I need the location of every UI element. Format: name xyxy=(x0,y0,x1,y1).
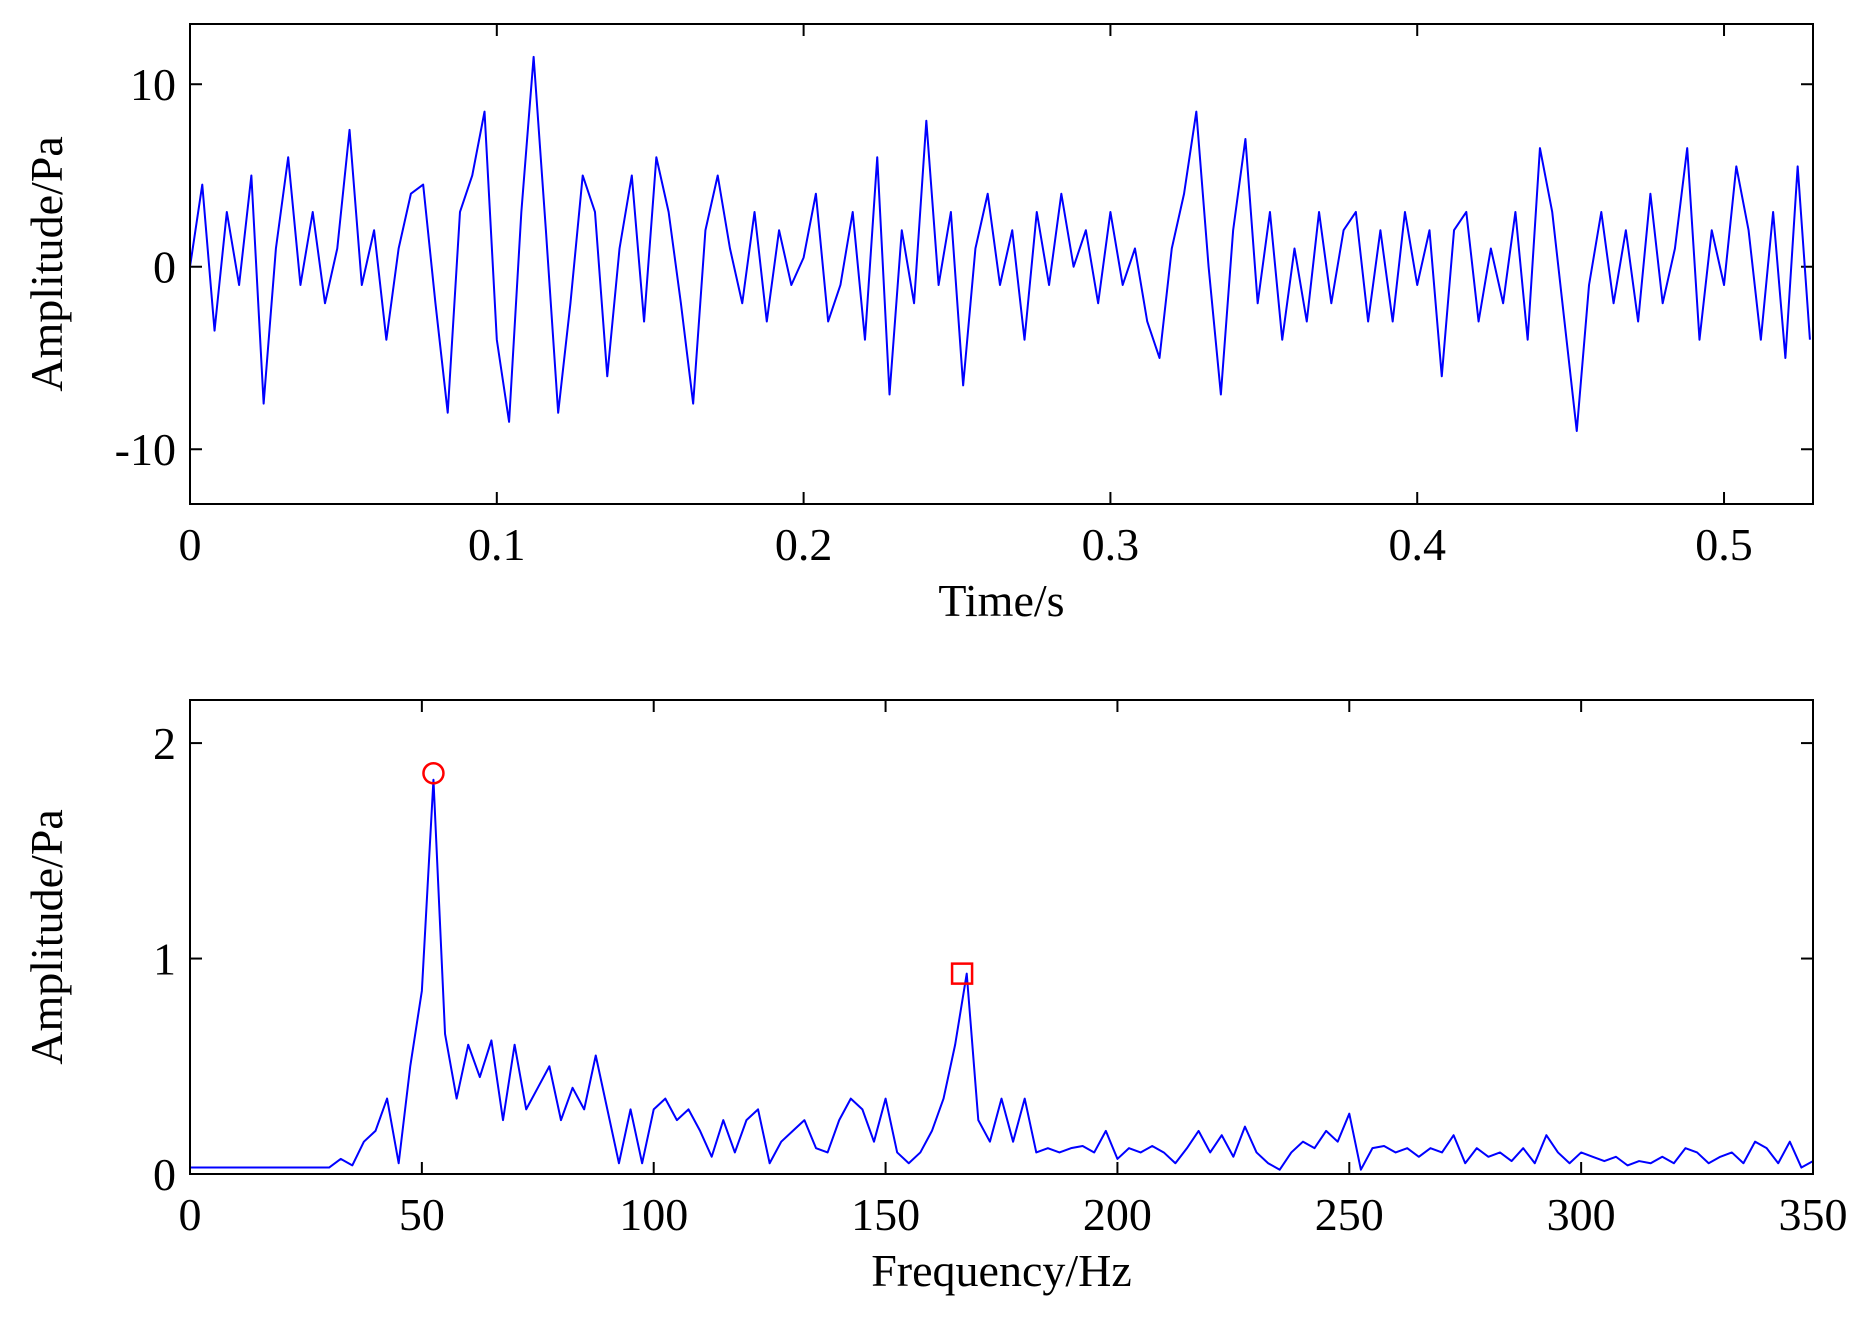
data-line xyxy=(190,55,1811,432)
x-tick-label: 0 xyxy=(179,1189,202,1240)
y-tick-label: 1 xyxy=(153,934,176,985)
peak-marker xyxy=(422,762,445,785)
x-tick-label: 0 xyxy=(179,519,202,570)
y-axis-label: Amplitude/Pa xyxy=(21,136,72,392)
axes-box xyxy=(189,699,1814,1175)
x-tick-label: 300 xyxy=(1547,1189,1616,1240)
data-line xyxy=(190,778,1813,1171)
y-tick-label: -10 xyxy=(115,424,176,475)
y-tick-label: 10 xyxy=(130,59,176,110)
y-tick-label: 2 xyxy=(153,718,176,769)
x-tick-label: 200 xyxy=(1083,1189,1152,1240)
x-tick-label: 0.5 xyxy=(1695,519,1753,570)
x-tick-label: 150 xyxy=(851,1189,920,1240)
x-axis-label: Time/s xyxy=(938,575,1064,626)
y-axis-label: Amplitude/Pa xyxy=(21,809,72,1065)
x-tick-label: 250 xyxy=(1315,1189,1384,1240)
x-axis-label: Frequency/Hz xyxy=(871,1245,1132,1296)
y-tick-label: 0 xyxy=(153,1149,176,1200)
x-tick-label: 350 xyxy=(1779,1189,1848,1240)
x-tick-label: 100 xyxy=(619,1189,688,1240)
x-tick-label: 0.3 xyxy=(1082,519,1140,570)
peak-marker xyxy=(950,962,974,985)
axes-box xyxy=(189,23,1814,505)
x-tick-label: 50 xyxy=(399,1189,445,1240)
x-tick-label: 0.2 xyxy=(775,519,833,570)
x-tick-label: 0.4 xyxy=(1388,519,1446,570)
x-tick-label: 0.1 xyxy=(468,519,526,570)
y-tick-label: 0 xyxy=(153,242,176,293)
